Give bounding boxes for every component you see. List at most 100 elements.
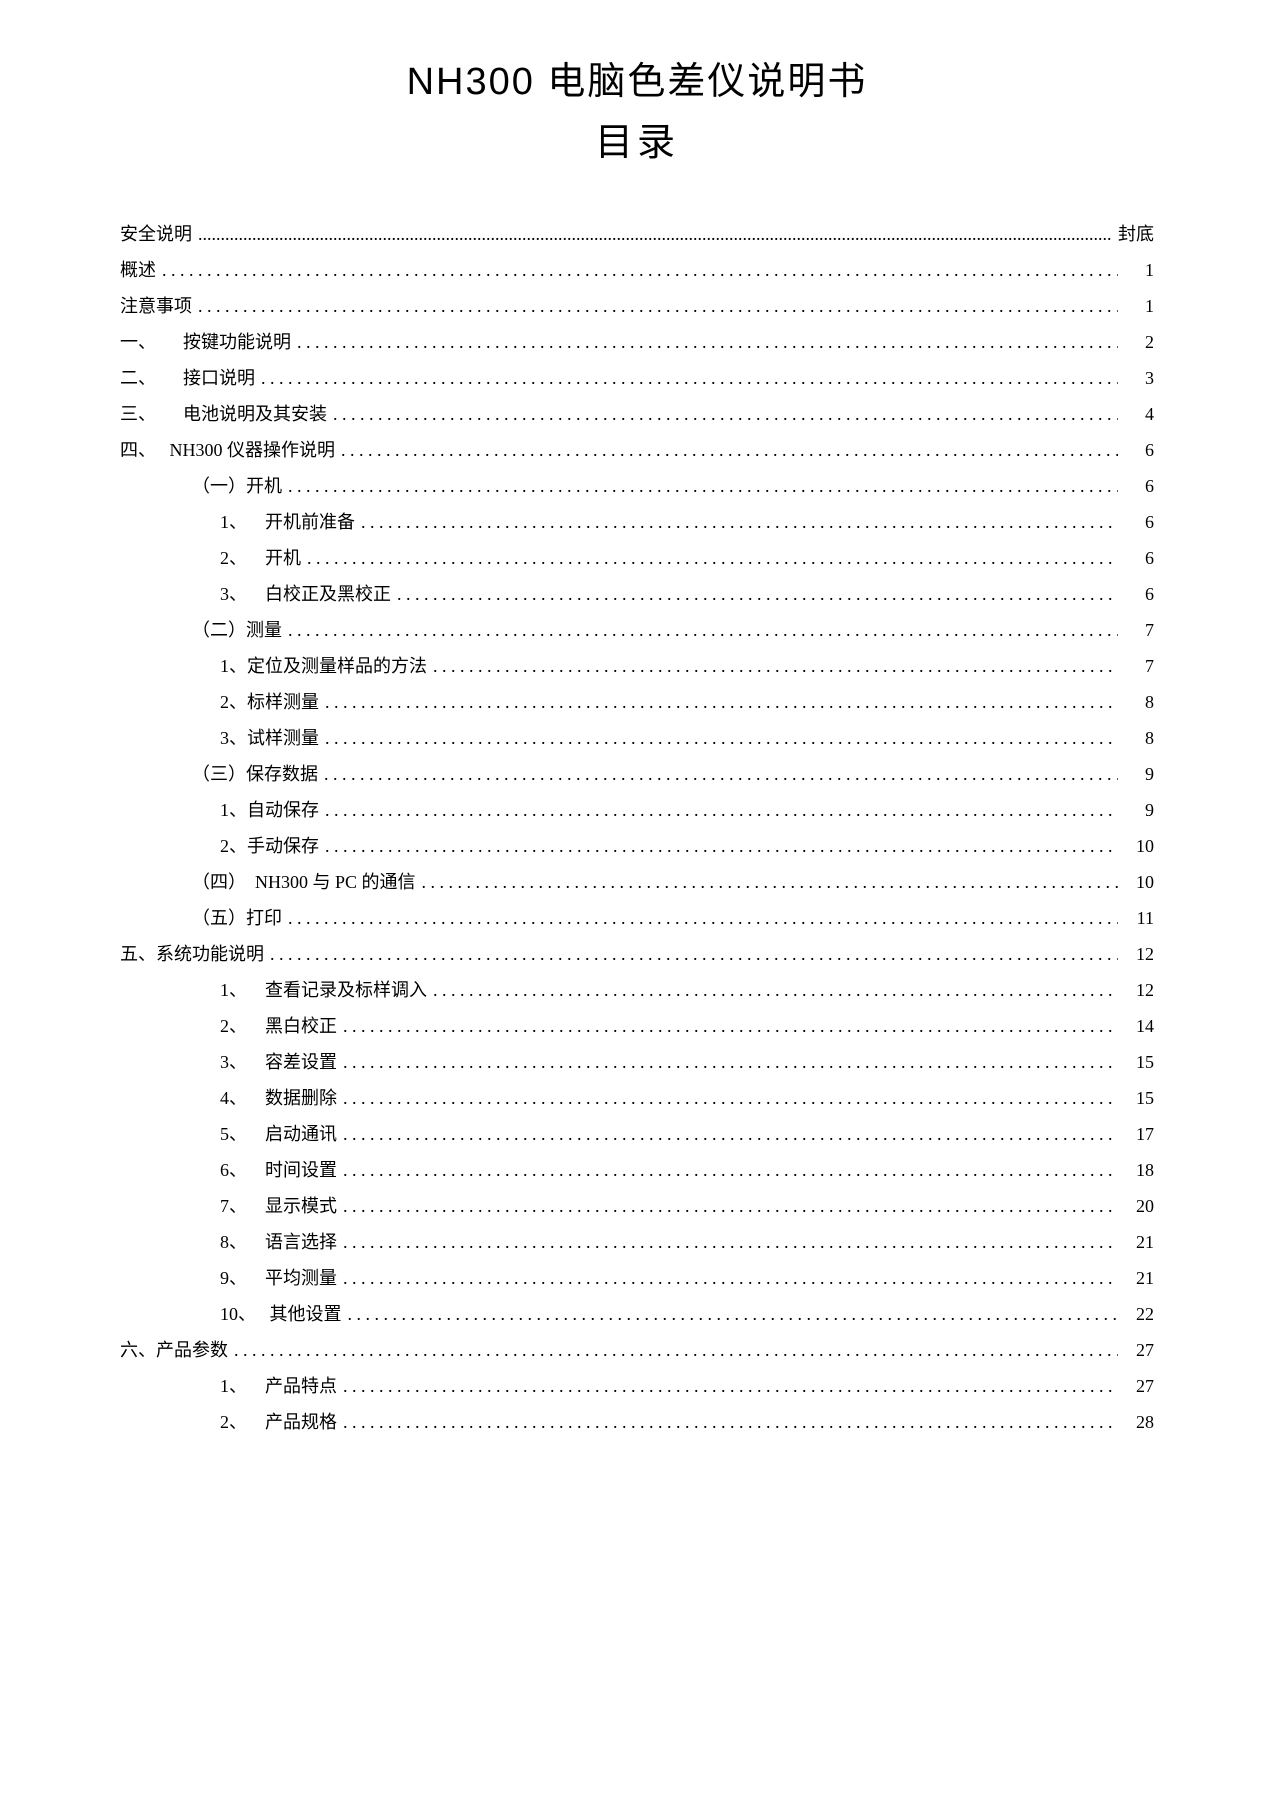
toc-row: 2、标样测量8	[120, 684, 1154, 720]
toc-row: 7、 显示模式20	[120, 1188, 1154, 1224]
toc-entry-page: 6	[1124, 468, 1154, 504]
toc-entry-label: 一、 按键功能说明	[120, 324, 291, 360]
toc-entry-page: 1	[1124, 252, 1154, 288]
toc-leader-dots	[343, 1404, 1118, 1440]
toc-row: （四） NH300 与 PC 的通信 10	[120, 864, 1154, 900]
toc-entry-page: 12	[1124, 936, 1154, 972]
toc-entry-page: 15	[1124, 1044, 1154, 1080]
toc-entry-page: 27	[1124, 1368, 1154, 1404]
document-page: NH300 电脑色差仪说明书 目录 安全说明封底概述1注意事项1一、 按键功能说…	[0, 0, 1274, 1802]
toc-leader-dots	[433, 972, 1118, 1008]
toc-entry-label: 五、系统功能说明	[120, 936, 264, 972]
toc-leader-dots	[288, 612, 1118, 648]
toc-entry-page: 6	[1124, 576, 1154, 612]
toc-entry-label: 1、 产品特点	[220, 1368, 337, 1404]
toc-entry-label: 三、 电池说明及其安装	[120, 396, 327, 432]
toc-row: 注意事项 1	[120, 288, 1154, 324]
toc-entry-page: 22	[1124, 1296, 1154, 1332]
toc-entry-label: 概述	[120, 252, 156, 288]
toc-leader-dots	[162, 252, 1118, 288]
toc-entry-page: 20	[1124, 1188, 1154, 1224]
toc-entry-label: （一）开机	[192, 468, 282, 504]
toc-entry-label: 4、 数据删除	[220, 1080, 337, 1116]
toc-entry-label: 2、 产品规格	[220, 1404, 337, 1440]
toc-leader-dots	[397, 576, 1118, 612]
toc-row: 10、 其他设置 22	[120, 1296, 1154, 1332]
toc-leader-dots	[343, 1080, 1118, 1116]
toc-leader-dots	[343, 1224, 1118, 1260]
toc-row: 概述 1	[120, 252, 1154, 288]
toc-row: 四、 NH300 仪器操作说明 6	[120, 432, 1154, 468]
toc-entry-label: 10、 其他设置	[220, 1296, 342, 1332]
toc-leader-dots	[325, 792, 1118, 828]
toc-leader-dots	[297, 324, 1118, 360]
toc-leader-dots	[261, 360, 1118, 396]
toc-entry-page: 7	[1124, 648, 1154, 684]
toc-row: 3、试样测量8	[120, 720, 1154, 756]
toc-entry-label: 3、 容差设置	[220, 1044, 337, 1080]
toc-entry-page: 28	[1124, 1404, 1154, 1440]
toc-entry-label: （二）测量	[192, 612, 282, 648]
toc-entry-label: 四、 NH300 仪器操作说明	[120, 432, 335, 468]
toc-leader-dots	[288, 468, 1118, 504]
toc-leader-dots	[288, 900, 1118, 936]
toc-entry-label: 2、 开机	[220, 540, 301, 576]
toc-row: 2、 产品规格 28	[120, 1404, 1154, 1440]
toc-leader-dots	[343, 1260, 1118, 1296]
toc-leader-dots	[422, 864, 1118, 900]
toc-leader-dots	[325, 828, 1118, 864]
toc-row: 3、 容差设置 15	[120, 1044, 1154, 1080]
toc-leader-dots	[433, 648, 1118, 684]
table-of-contents: 安全说明封底概述1注意事项1一、 按键功能说明2二、 接口说明3三、 电池说明及…	[120, 216, 1154, 1440]
toc-row: 五、系统功能说明 12	[120, 936, 1154, 972]
toc-entry-page: 封底	[1118, 216, 1154, 252]
toc-leader-dots	[324, 756, 1118, 792]
toc-leader-dots	[361, 504, 1118, 540]
toc-row: 1、 开机前准备6	[120, 504, 1154, 540]
toc-row: 8、 语言选择 21	[120, 1224, 1154, 1260]
toc-entry-label: 2、 黑白校正	[220, 1008, 337, 1044]
toc-entry-label: 2、标样测量	[220, 684, 319, 720]
toc-row: 2、手动保存10	[120, 828, 1154, 864]
toc-entry-page: 2	[1124, 324, 1154, 360]
toc-row: （二）测量7	[120, 612, 1154, 648]
toc-row: 1、 产品特点 27	[120, 1368, 1154, 1404]
toc-entry-page: 9	[1124, 792, 1154, 828]
toc-row: 4、 数据删除15	[120, 1080, 1154, 1116]
toc-entry-label: 1、定位及测量样品的方法	[220, 648, 427, 684]
toc-entry-label: 6、 时间设置	[220, 1152, 337, 1188]
toc-row: （一）开机 6	[120, 468, 1154, 504]
toc-entry-page: 11	[1124, 900, 1154, 936]
toc-row: （三）保存数据9	[120, 756, 1154, 792]
toc-entry-label: （四） NH300 与 PC 的通信	[192, 864, 416, 900]
toc-entry-label: 注意事项	[120, 288, 192, 324]
toc-row: 1、 查看记录及标样调入12	[120, 972, 1154, 1008]
toc-entry-label: （五）打印	[192, 900, 282, 936]
document-title: NH300 电脑色差仪说明书	[120, 50, 1154, 105]
toc-entry-label: 六、产品参数	[120, 1332, 228, 1368]
document-subtitle: 目录	[120, 111, 1154, 166]
toc-leader-dots	[198, 216, 1112, 252]
toc-entry-page: 10	[1124, 864, 1154, 900]
toc-entry-label: 8、 语言选择	[220, 1224, 337, 1260]
toc-row: 一、 按键功能说明 2	[120, 324, 1154, 360]
toc-row: 三、 电池说明及其安装4	[120, 396, 1154, 432]
toc-row: 2、 开机6	[120, 540, 1154, 576]
toc-entry-page: 12	[1124, 972, 1154, 1008]
toc-leader-dots	[343, 1188, 1118, 1224]
toc-entry-page: 6	[1124, 432, 1154, 468]
toc-row: 3、 白校正及黑校正 6	[120, 576, 1154, 612]
toc-row: 2、 黑白校正 14	[120, 1008, 1154, 1044]
toc-entry-page: 21	[1124, 1260, 1154, 1296]
toc-row: （五）打印 11	[120, 900, 1154, 936]
toc-entry-page: 21	[1124, 1224, 1154, 1260]
toc-entry-page: 3	[1124, 360, 1154, 396]
toc-leader-dots	[343, 1044, 1118, 1080]
toc-entry-page: 1	[1124, 288, 1154, 324]
toc-leader-dots	[270, 936, 1118, 972]
toc-entry-page: 14	[1124, 1008, 1154, 1044]
toc-row: 六、产品参数27	[120, 1332, 1154, 1368]
toc-entry-label: 2、手动保存	[220, 828, 319, 864]
toc-entry-label: 3、 白校正及黑校正	[220, 576, 391, 612]
toc-entry-label: 5、 启动通讯	[220, 1116, 337, 1152]
